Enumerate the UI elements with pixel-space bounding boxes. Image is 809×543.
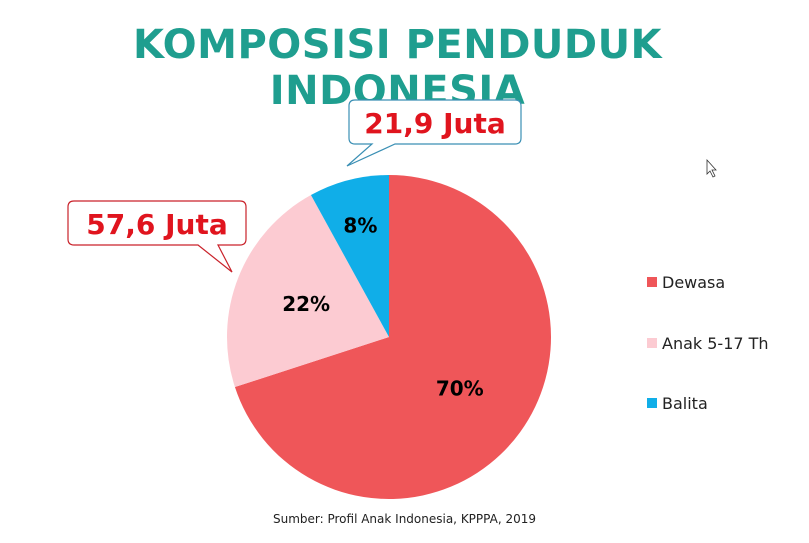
slice-label-anak: 22% [282, 292, 330, 316]
mouse-pointer-icon [706, 158, 717, 178]
legend-swatch-dewasa [647, 277, 657, 287]
pie-slice-dewasa [234, 175, 552, 499]
slice-label-dewasa: 70% [436, 376, 484, 400]
legend-label-anak: Anak 5-17 Th [662, 334, 769, 353]
chart-source: Sumber: Profil Anak Indonesia, KPPPA, 20… [272, 512, 536, 526]
legend-swatch-anak [647, 338, 657, 348]
callout-balita: 21,9 Juta [346, 99, 522, 167]
legend-swatch-balita [647, 398, 657, 408]
slice-label-balita: 8% [343, 214, 377, 238]
chart-title: KOMPOSISI PENDUDUK INDONESIA [132, 22, 663, 114]
pie-slice-anak [227, 195, 389, 388]
callout-balita-text: 21,9 Juta [364, 107, 505, 140]
callout-anak-bubble [67, 200, 247, 273]
pie-slice-balita [310, 175, 389, 337]
callout-anak: 57,6 Juta [67, 200, 247, 273]
legend: Dewasa Anak 5-17 Th Balita [647, 273, 769, 413]
pie-slices [227, 175, 552, 499]
slice-labels: 70% 22% 8% [282, 214, 483, 401]
legend-label-dewasa: Dewasa [662, 273, 725, 292]
callout-balita-bubble [346, 99, 522, 167]
callout-anak-text: 57,6 Juta [86, 208, 227, 241]
legend-label-balita: Balita [662, 394, 708, 413]
